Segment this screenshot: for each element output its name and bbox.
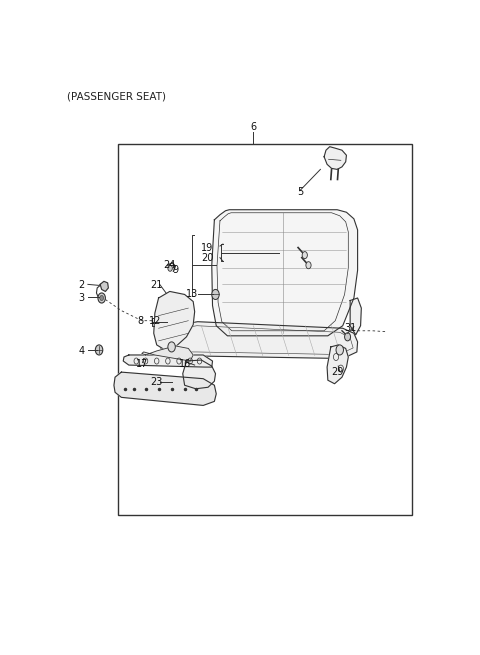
Polygon shape: [350, 298, 361, 335]
Polygon shape: [114, 372, 216, 405]
Circle shape: [96, 345, 103, 355]
Circle shape: [168, 342, 175, 352]
Text: 24: 24: [164, 260, 176, 271]
Text: 21: 21: [150, 280, 162, 290]
Text: 12: 12: [149, 316, 161, 326]
Text: 4: 4: [79, 346, 84, 356]
Polygon shape: [154, 291, 195, 350]
Text: 9: 9: [172, 265, 179, 275]
Polygon shape: [183, 360, 216, 389]
Text: 2: 2: [78, 280, 84, 290]
Text: 16: 16: [179, 358, 191, 369]
Circle shape: [336, 345, 344, 355]
Circle shape: [100, 295, 104, 301]
Polygon shape: [142, 346, 193, 361]
Polygon shape: [327, 345, 348, 384]
Polygon shape: [123, 355, 213, 367]
Text: 8: 8: [137, 316, 143, 326]
Text: 6: 6: [251, 122, 256, 132]
Circle shape: [306, 262, 311, 269]
Circle shape: [212, 290, 219, 299]
Polygon shape: [212, 210, 358, 336]
Polygon shape: [324, 147, 347, 170]
Text: 23: 23: [151, 377, 163, 387]
Bar: [118, 144, 411, 515]
Polygon shape: [100, 282, 108, 291]
Text: 3: 3: [79, 293, 84, 303]
Text: 31: 31: [345, 324, 357, 333]
Circle shape: [302, 252, 307, 259]
Text: 5: 5: [297, 187, 303, 197]
Text: 13: 13: [186, 290, 198, 299]
Text: 20: 20: [201, 253, 213, 263]
Circle shape: [168, 265, 172, 271]
Text: 19: 19: [201, 242, 213, 253]
Text: (PASSENGER SEAT): (PASSENGER SEAT): [67, 91, 167, 102]
Text: 17: 17: [136, 358, 149, 369]
Text: 29: 29: [331, 367, 343, 377]
Polygon shape: [160, 322, 358, 358]
Circle shape: [98, 293, 106, 303]
Circle shape: [345, 333, 350, 341]
